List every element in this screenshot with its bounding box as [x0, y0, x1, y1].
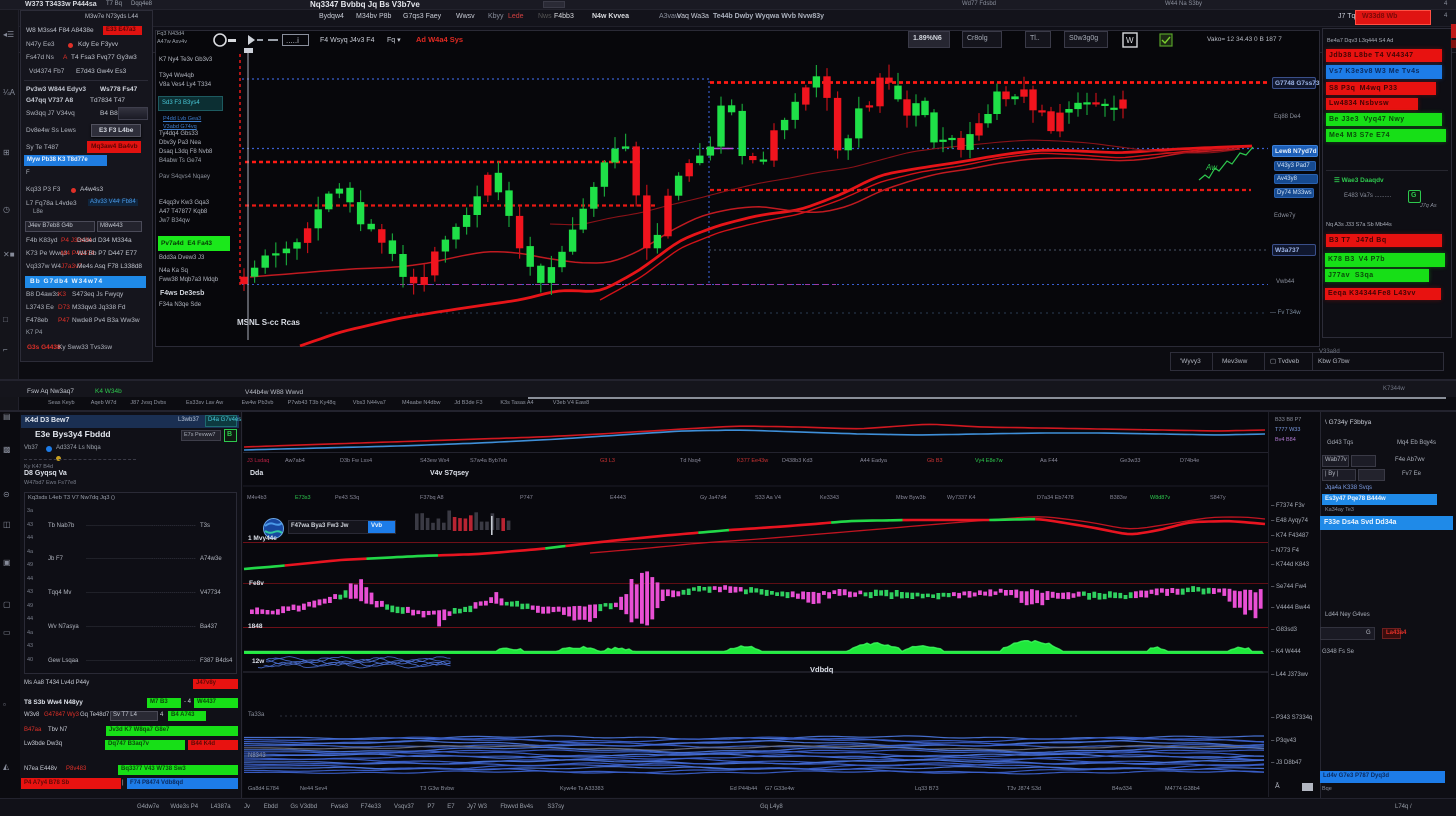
svg-text:W: W [1126, 36, 1134, 45]
svg-text:.....i: .....i [286, 36, 299, 45]
svg-text:Aw: Aw [1205, 163, 1218, 172]
